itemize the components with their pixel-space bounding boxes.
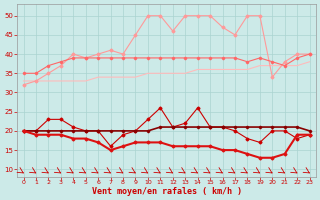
X-axis label: Vent moyen/en rafales ( km/h ): Vent moyen/en rafales ( km/h ) xyxy=(92,187,242,196)
